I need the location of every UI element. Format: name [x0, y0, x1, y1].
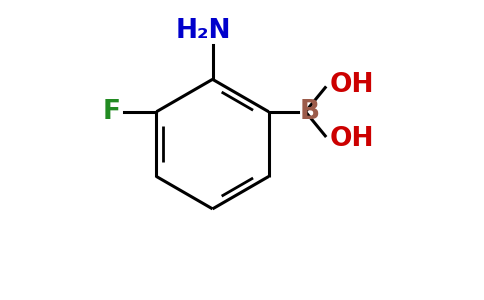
Text: H₂N: H₂N	[176, 18, 231, 44]
Text: B: B	[300, 99, 320, 125]
Text: OH: OH	[330, 72, 374, 98]
Text: OH: OH	[330, 126, 374, 152]
Text: F: F	[103, 99, 121, 125]
